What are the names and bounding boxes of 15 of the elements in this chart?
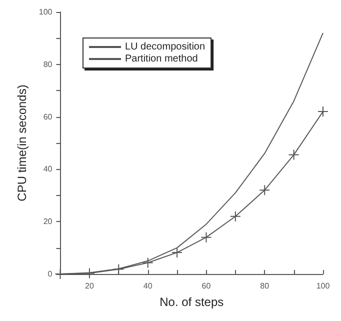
y-tick-label: 40 [43, 164, 53, 174]
x-tick-label: 40 [143, 282, 153, 290]
x-axis-title: No. of steps [160, 295, 224, 309]
y-tick-label: 80 [43, 60, 53, 69]
x-tick-label: 100 [316, 282, 330, 290]
y-axis-title: CPU time(in seconds) [15, 84, 29, 202]
legend-label: Partition method [125, 54, 198, 64]
y-tick-label: 20 [43, 217, 53, 226]
x-tick-label: 20 [84, 282, 94, 290]
legend-label: LU decomposition [125, 42, 206, 52]
y-tick-label: 100 [38, 8, 53, 16]
y-tick-label: 60 [43, 112, 53, 122]
x-tick-label: 60 [202, 282, 212, 290]
x-tick-label: 80 [260, 282, 270, 290]
y-tick-label: 0 [48, 270, 53, 278]
